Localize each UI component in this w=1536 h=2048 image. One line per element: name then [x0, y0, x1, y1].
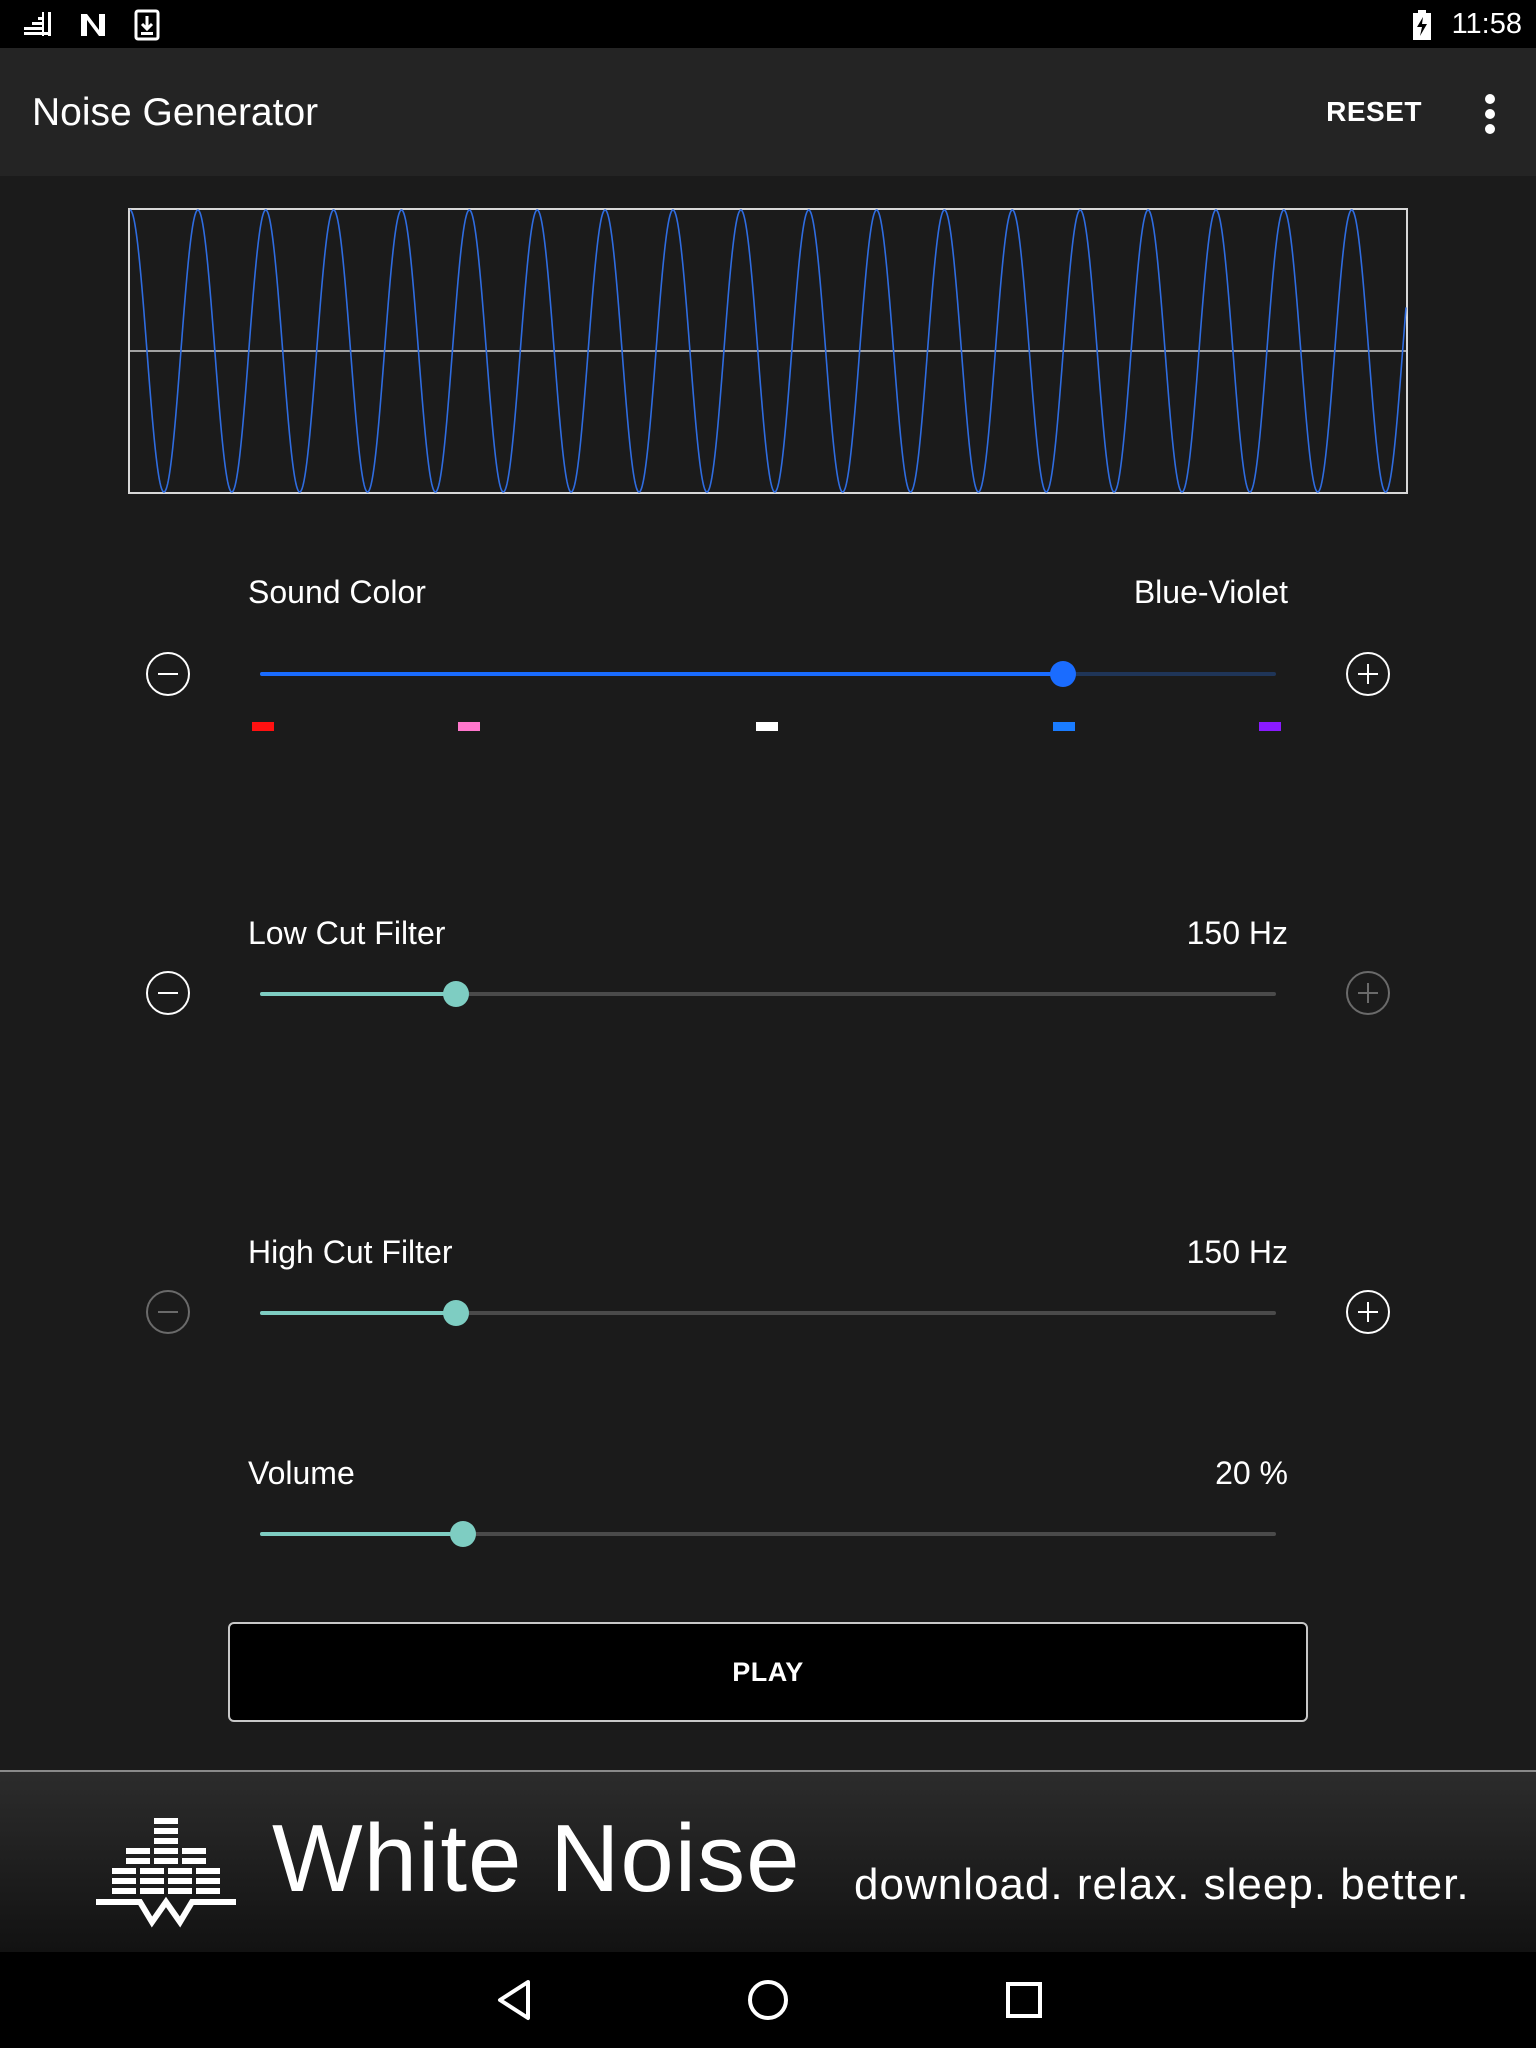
- sound-color-minus-icon[interactable]: [145, 651, 191, 697]
- high-cut-minus-icon[interactable]: [145, 1289, 191, 1335]
- volume-track-fill: [260, 1532, 464, 1536]
- reset-button[interactable]: RESET: [1326, 96, 1422, 127]
- waveform-line: [129, 209, 1407, 493]
- high-cut-label: High Cut Filter: [248, 1234, 453, 1270]
- play-button[interactable]: PLAY: [228, 1622, 1308, 1722]
- low-cut-minus-icon[interactable]: [145, 970, 191, 1016]
- app-title: Noise Generator: [32, 91, 319, 134]
- waveform-display: [128, 208, 1408, 494]
- high-cut-value: 150 Hz: [1186, 1234, 1288, 1270]
- sound-color-thumb[interactable]: [1049, 661, 1076, 687]
- ad-title: White Noise: [272, 1805, 801, 1912]
- volume-value: 20 %: [1215, 1455, 1288, 1491]
- toolbar: Noise Generator RESET: [0, 48, 1536, 176]
- sound-color-label: Sound Color: [248, 574, 426, 610]
- sound-color-plus-icon[interactable]: [1345, 651, 1391, 697]
- ad-banner[interactable]: White Noise download. relax. sleep. bett…: [0, 1770, 1536, 1952]
- white-noise-logo-icon: [96, 1818, 236, 1928]
- low-cut-label: Low Cut Filter: [248, 915, 446, 951]
- swatch-violet: [1259, 722, 1281, 731]
- sound-color-value: Blue-Violet: [1133, 574, 1288, 610]
- swatch-white: [756, 722, 778, 731]
- volume-track[interactable]: [260, 1532, 1276, 1536]
- high-cut-track[interactable]: [260, 1311, 1276, 1315]
- status-icons-left: [22, 9, 160, 41]
- low-cut-plus-icon[interactable]: [1345, 970, 1391, 1016]
- swatch-blue: [1053, 722, 1075, 731]
- signal-icon: [24, 12, 51, 36]
- volume-thumb[interactable]: [450, 1521, 477, 1547]
- nav-bar: [0, 1952, 1536, 2048]
- high-cut-plus-icon[interactable]: [1345, 1289, 1391, 1335]
- low-cut-track-fill: [260, 992, 457, 996]
- low-cut-track[interactable]: [260, 992, 1276, 996]
- low-cut-value: 150 Hz: [1186, 915, 1288, 951]
- high-cut-thumb[interactable]: [443, 1300, 470, 1326]
- high-cut-track-fill: [260, 1311, 457, 1315]
- recents-icon[interactable]: [1004, 1980, 1044, 2020]
- back-icon[interactable]: [494, 1978, 534, 2022]
- volume-label: Volume: [248, 1455, 355, 1491]
- n-notification-icon: [81, 14, 105, 36]
- more-vert-icon[interactable]: [1470, 92, 1510, 136]
- swatch-red: [252, 722, 274, 731]
- status-bar: 11:58: [0, 0, 1536, 48]
- ad-tagline: download. relax. sleep. better.: [854, 1860, 1470, 1909]
- battery-charging-icon: [1413, 10, 1431, 40]
- home-icon[interactable]: [746, 1978, 790, 2022]
- low-cut-thumb[interactable]: [443, 981, 470, 1007]
- sound-color-track-fill: [260, 672, 1063, 676]
- swatch-pink: [458, 722, 480, 731]
- status-time: 11:58: [1451, 8, 1522, 40]
- download-icon: [134, 9, 160, 41]
